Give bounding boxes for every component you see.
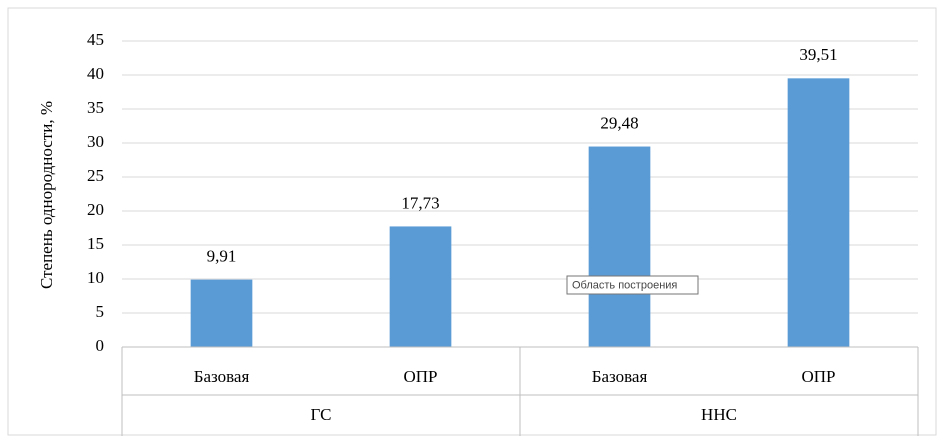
data-label: 9,91: [207, 247, 237, 266]
y-tick-label: 0: [96, 336, 105, 355]
y-tick-label: 35: [87, 98, 104, 117]
chart-frame: [7, 7, 937, 436]
y-tick-label: 25: [87, 166, 104, 185]
data-label: 29,48: [600, 113, 638, 132]
group-label: ННС: [701, 405, 737, 424]
y-tick-label: 10: [87, 268, 104, 287]
y-tick-label: 5: [96, 302, 105, 321]
tooltip-box: [566, 275, 699, 295]
y-tick-label: 20: [87, 200, 104, 219]
group-label: ГС: [311, 405, 332, 424]
y-tick-label: 15: [87, 234, 104, 253]
bar: [389, 226, 452, 347]
tooltip: Область построения: [572, 279, 677, 291]
y-axis-label: Степень однородности, %: [37, 101, 56, 289]
bar: [190, 279, 253, 347]
x-tick-label: ОПР: [403, 367, 437, 386]
bar: [787, 78, 850, 347]
y-tick-label: 30: [87, 132, 104, 151]
y-tick-label: 40: [87, 64, 104, 83]
x-tick-label: Базовая: [592, 367, 648, 386]
x-tick-label: ОПР: [801, 367, 835, 386]
y-tick-label: 45: [87, 30, 104, 49]
data-label: 39,51: [799, 45, 837, 64]
bar: [588, 146, 651, 347]
data-label: 17,73: [401, 193, 439, 212]
x-tick-label: Базовая: [194, 367, 250, 386]
